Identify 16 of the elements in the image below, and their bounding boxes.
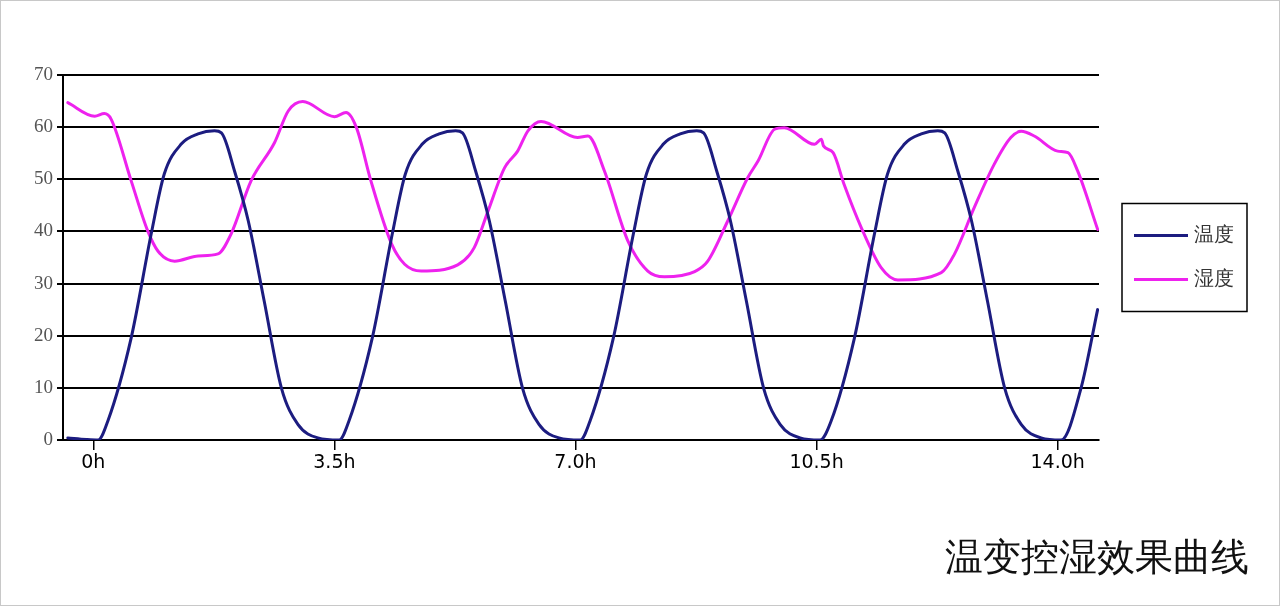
x-tick-label: 0h [81,450,106,473]
x-tick-label: 10.5h [789,450,844,473]
y-tick-label: 40 [34,219,53,241]
legend-label: 温度 [1194,221,1234,246]
y-tick-label: 60 [34,115,53,137]
x-tick-label: 3.5h [313,450,356,473]
x-tick-label: 7.0h [554,450,597,473]
y-tick-label: 50 [34,167,53,189]
text: 温变控湿效果曲线 [945,534,1249,581]
y-tick-label: 30 [34,271,53,293]
y-tick-label: 10 [34,375,53,397]
y-tick-label: 70 [34,62,53,84]
legend-label: 湿度 [1194,265,1234,290]
y-tick-label: 20 [34,323,53,345]
x-tick-label: 14.0h [1030,450,1085,473]
y-tick-label: 0 [43,427,53,449]
